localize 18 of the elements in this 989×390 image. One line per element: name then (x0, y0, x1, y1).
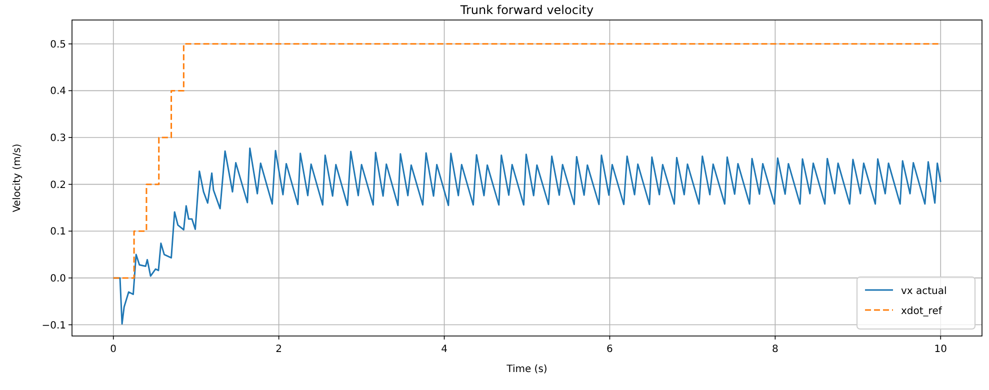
y-axis-title: Velocity (m/s) (12, 144, 23, 212)
legend-label: vx actual (901, 286, 947, 297)
y-tick-label: 0.3 (50, 133, 66, 144)
y-tick-label: 0.2 (50, 180, 66, 191)
x-tick-label: 10 (934, 344, 948, 355)
y-tick-label: 0.4 (50, 86, 66, 98)
x-tick-label: 0 (110, 344, 117, 355)
x-tick-label: 2 (276, 344, 282, 355)
x-axis-title: Time (s) (506, 364, 548, 375)
y-tick-label: 0.1 (50, 226, 66, 238)
y-tick-label: −0.1 (42, 320, 66, 332)
x-tick-label: 4 (441, 344, 448, 355)
x-tick-label: 8 (772, 344, 778, 355)
chart-title: Trunk forward velocity (459, 3, 594, 17)
x-tick-label: 6 (606, 344, 613, 355)
legend-label: xdot_ref (901, 306, 942, 317)
y-tick-label: 0.0 (50, 273, 66, 284)
y-tick-label: 0.5 (50, 39, 66, 50)
